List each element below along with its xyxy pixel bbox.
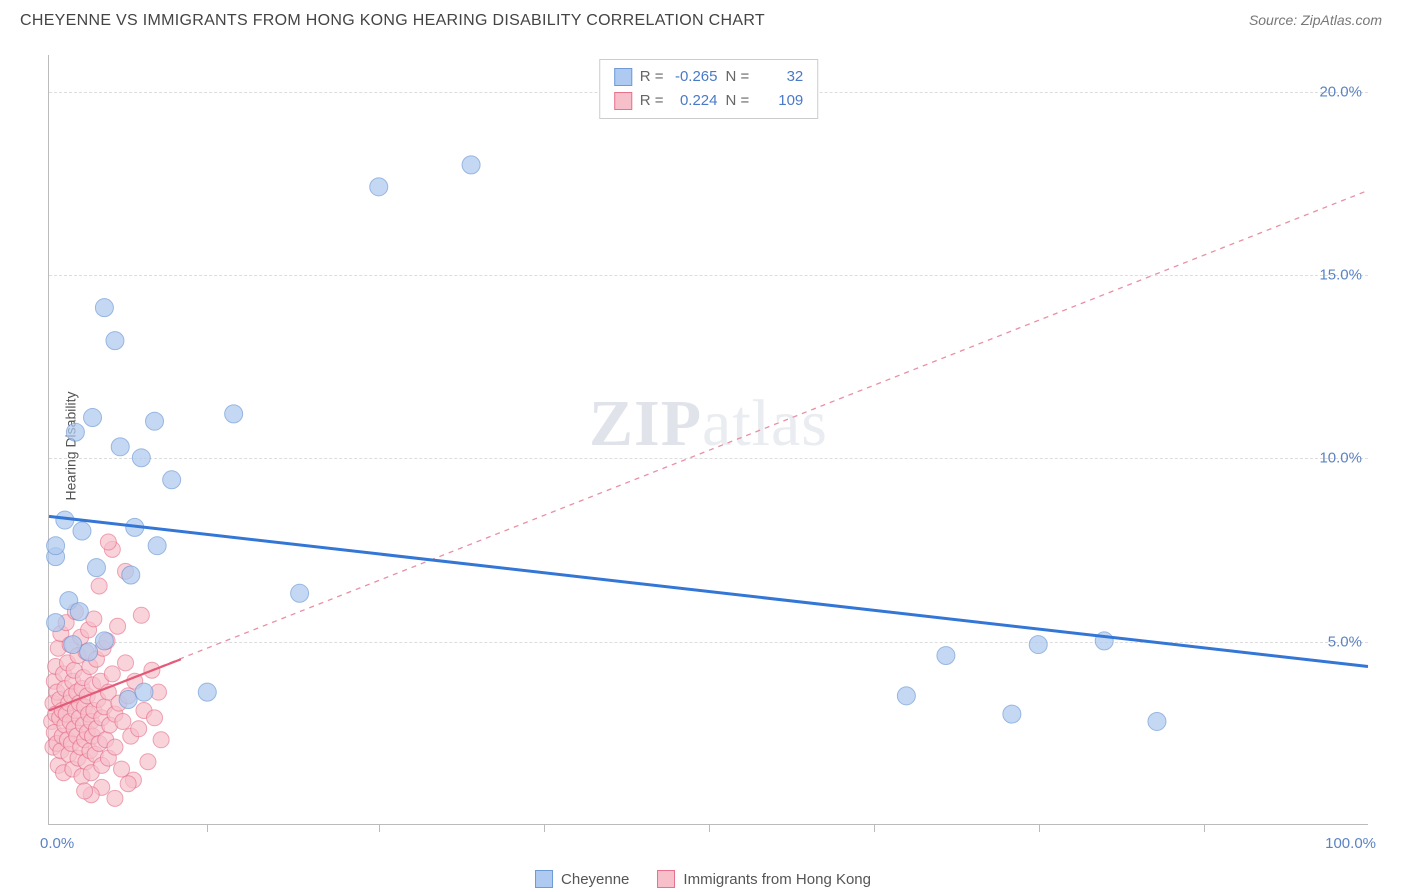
source-attribution: Source: ZipAtlas.com — [1249, 12, 1382, 28]
x-min-label: 0.0% — [40, 835, 74, 852]
stats-row-cheyenne: R = -0.265 N = 32 — [614, 65, 804, 89]
chart-plot-area: ZIPatlas R = -0.265 N = 32 R = 0.224 N =… — [48, 55, 1368, 825]
n-value-hk: 109 — [757, 89, 803, 113]
stats-row-hk: R = 0.224 N = 109 — [614, 89, 804, 113]
swatch-cheyenne-bottom — [535, 870, 553, 888]
x-max-label: 100.0% — [1325, 835, 1376, 852]
n-value-cheyenne: 32 — [757, 65, 803, 89]
stats-legend: R = -0.265 N = 32 R = 0.224 N = 109 — [599, 59, 819, 119]
legend-item-hk: Immigrants from Hong Kong — [657, 870, 871, 888]
swatch-hk-bottom — [657, 870, 675, 888]
swatch-hk — [614, 92, 632, 110]
series-legend: Cheyenne Immigrants from Hong Kong — [535, 870, 871, 888]
r-value-hk: 0.224 — [672, 89, 718, 113]
swatch-cheyenne — [614, 68, 632, 86]
legend-item-cheyenne: Cheyenne — [535, 870, 629, 888]
scatter-svg — [49, 55, 1368, 824]
r-value-cheyenne: -0.265 — [672, 65, 718, 89]
chart-title: CHEYENNE VS IMMIGRANTS FROM HONG KONG HE… — [20, 12, 765, 30]
